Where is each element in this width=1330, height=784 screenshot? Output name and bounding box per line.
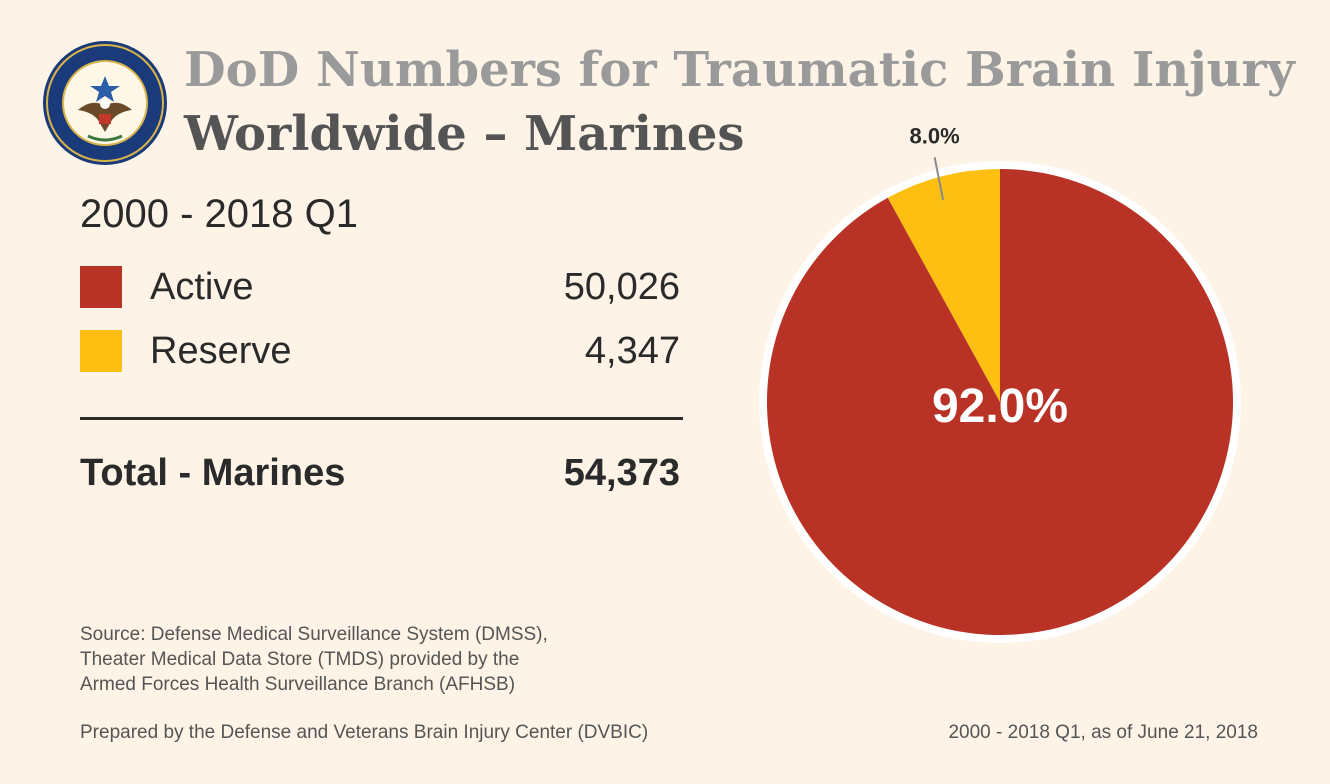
- reserve-callout-line: [933, 157, 945, 201]
- legend-label: Active: [150, 266, 254, 308]
- source-line: Armed Forces Health Surveillance Branch …: [80, 674, 516, 695]
- dod-seal: [42, 40, 168, 166]
- total-value: 54,373: [563, 452, 680, 494]
- source-line: Source: Defense Medical Surveillance Sys…: [80, 624, 548, 645]
- total-divider: [80, 417, 683, 420]
- total-label: Total - Marines: [80, 452, 346, 494]
- as-of-date: 2000 - 2018 Q1, as of June 21, 2018: [948, 722, 1258, 743]
- legend-row-reserve: Reserve 4,347: [80, 328, 680, 374]
- legend-value: 50,026: [563, 266, 680, 308]
- active-slice: [766, 169, 1233, 635]
- total-row: Total - Marines 54,373: [80, 450, 680, 496]
- page-title-line-1: DoD Numbers for Traumatic Brain Injury: [184, 42, 1295, 98]
- source-line: Theater Medical Data Store (TMDS) provid…: [80, 649, 520, 670]
- legend-label: Reserve: [150, 330, 292, 372]
- reserve-swatch: [80, 330, 122, 372]
- page-title-line-2: Worldwide – Marines: [184, 106, 745, 162]
- legend-value: 4,347: [584, 330, 680, 372]
- reserve-percent-label: 8.0%: [910, 123, 960, 148]
- active-swatch: [80, 266, 122, 308]
- active-percent-label: 92.0%: [932, 380, 1068, 433]
- pie-chart: 8.0% 92.0%: [759, 123, 1241, 643]
- pie-slices: [759, 161, 1241, 643]
- prepared-by-note: Prepared by the Defense and Veterans Bra…: [80, 722, 649, 743]
- period-heading: 2000 - 2018 Q1: [80, 192, 358, 236]
- legend-row-active: Active 50,026: [80, 264, 680, 310]
- reserve-slice: [887, 169, 1000, 402]
- source-note: Source: Defense Medical Surveillance Sys…: [80, 622, 548, 697]
- seal-star-icon: [90, 76, 120, 102]
